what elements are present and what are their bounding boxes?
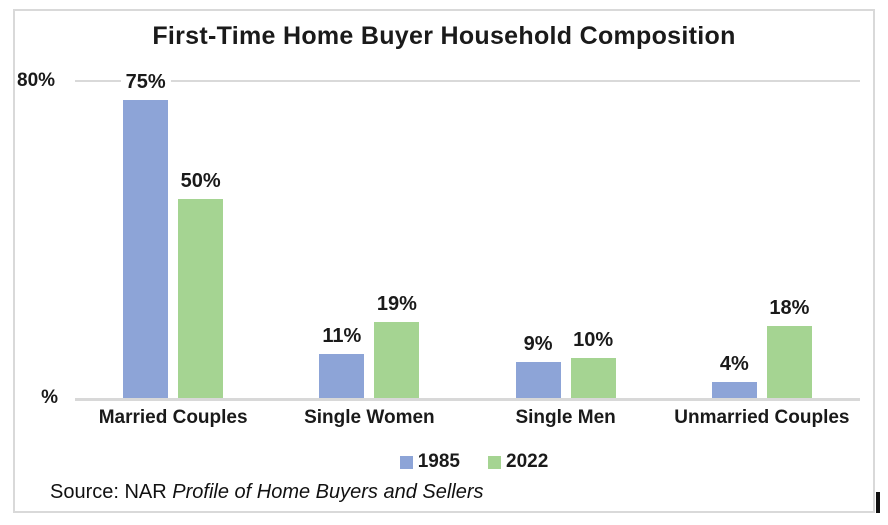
category-label-married-couples: Married Couples — [98, 407, 248, 428]
source-note: Source: NAR Profile of Home Buyers and S… — [50, 481, 484, 504]
category-label-single-men: Single Men — [515, 407, 616, 428]
legend-item-1985: 1985 — [399, 451, 460, 473]
value-label-2022-single-women: 19% — [371, 292, 422, 316]
legend-item-2022: 2022 — [488, 451, 548, 473]
value-label-1985-single-women: 11% — [317, 324, 367, 348]
bar-1985-married-couples — [123, 100, 169, 398]
chart-title: First-Time Home Buyer Household Composit… — [152, 22, 736, 50]
bar-2022-unmarried-couples — [766, 326, 812, 398]
value-label-1985-unmarried-couples: 4% — [714, 352, 754, 376]
bar-2022-married-couples — [178, 199, 224, 398]
source-prefix: Source: NAR — [50, 481, 173, 503]
legend-label-2022: 2022 — [506, 451, 549, 472]
legend-label-1985: 1985 — [417, 451, 460, 472]
value-label-2022-unmarried-couples: 18% — [764, 296, 815, 320]
value-label-1985-single-men: 9% — [518, 332, 558, 356]
bar-2022-single-women — [374, 322, 420, 398]
source-publication: Profile of Home Buyers and Sellers — [172, 481, 484, 503]
value-label-2022-married-couples: 50% — [175, 169, 226, 193]
category-label-unmarried-couples: Unmarried Couples — [674, 407, 850, 428]
value-label-1985-married-couples: 75% — [120, 70, 171, 94]
legend: 1985 2022 — [30, 451, 888, 473]
bar-1985-unmarried-couples — [711, 382, 757, 398]
bar-2022-single-men — [570, 358, 616, 398]
value-label-2022-single-men: 10% — [568, 328, 619, 352]
category-label-single-women: Single Women — [304, 407, 435, 428]
y-axis-label-0: % — [41, 387, 58, 408]
x-axis-line — [75, 398, 860, 401]
y-axis-label-80: 80% — [17, 70, 56, 91]
bar-1985-single-women — [319, 354, 365, 398]
legend-swatch-1985 — [399, 455, 413, 469]
gridline-80-percent — [75, 80, 860, 82]
bar-1985-single-men — [515, 362, 561, 398]
legend-swatch-2022 — [488, 455, 501, 469]
scrollbar-artifact — [876, 492, 880, 513]
